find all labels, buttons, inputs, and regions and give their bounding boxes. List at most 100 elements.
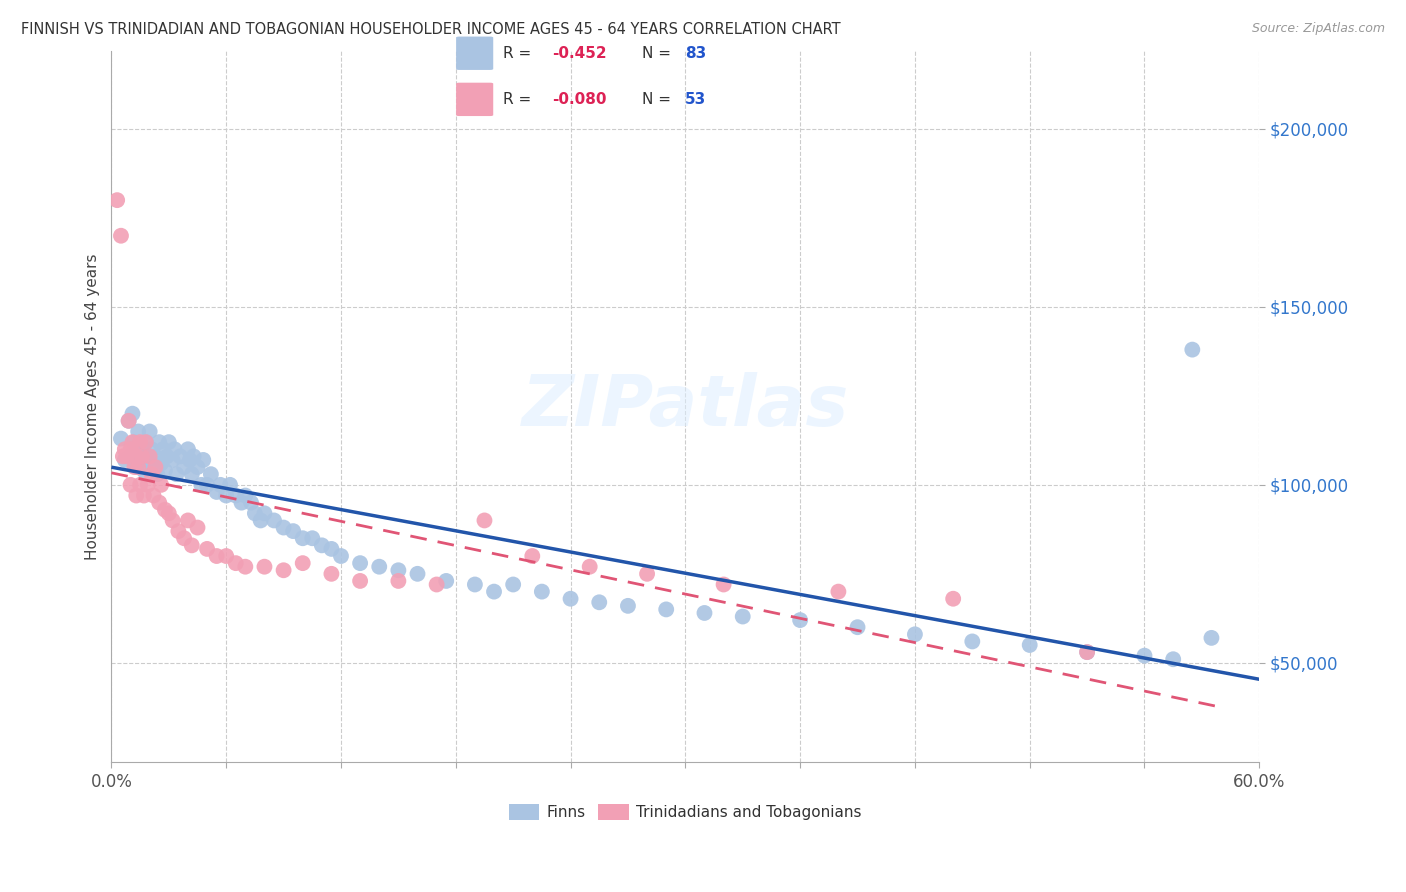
Point	[942, 591, 965, 606]
Point	[138, 450, 160, 464]
Point	[240, 496, 263, 510]
Point	[180, 467, 202, 482]
Point	[180, 538, 202, 552]
Point	[205, 485, 228, 500]
Point	[636, 566, 658, 581]
Point	[148, 435, 170, 450]
Point	[233, 559, 256, 574]
Point	[219, 478, 242, 492]
Point	[349, 556, 371, 570]
Point	[225, 556, 247, 570]
Point	[173, 531, 195, 545]
Legend: Finns, Trinidadians and Tobagonians: Finns, Trinidadians and Tobagonians	[502, 797, 868, 826]
Point	[117, 414, 139, 428]
Point	[162, 453, 184, 467]
Point	[141, 442, 163, 457]
Point	[713, 577, 735, 591]
Text: N =: N =	[641, 92, 671, 107]
Point	[655, 602, 678, 616]
Point	[588, 595, 610, 609]
Text: R =: R =	[502, 45, 530, 61]
Point	[693, 606, 716, 620]
Point	[253, 506, 276, 520]
Point	[321, 541, 343, 556]
Point	[1181, 343, 1204, 357]
Point	[145, 460, 167, 475]
Point	[125, 450, 148, 464]
Point	[114, 453, 136, 467]
Point	[120, 478, 142, 492]
Point	[127, 425, 149, 439]
Text: 83: 83	[685, 45, 706, 61]
Point	[131, 450, 153, 464]
Text: 53: 53	[685, 92, 706, 107]
Point	[349, 574, 371, 588]
Point	[177, 442, 200, 457]
Point	[177, 513, 200, 527]
Point	[179, 453, 201, 467]
Point	[301, 531, 323, 545]
Point	[115, 450, 138, 464]
Point	[406, 566, 429, 581]
Point	[243, 506, 266, 520]
Point	[142, 460, 165, 475]
Point	[846, 620, 869, 634]
Point	[273, 563, 295, 577]
Point	[124, 460, 146, 475]
Point	[190, 478, 212, 492]
Point	[153, 464, 176, 478]
Point	[474, 513, 496, 527]
Point	[291, 556, 314, 570]
Point	[253, 559, 276, 574]
Point	[167, 524, 190, 538]
Point	[560, 591, 582, 606]
Point	[166, 467, 188, 482]
Text: Source: ZipAtlas.com: Source: ZipAtlas.com	[1251, 22, 1385, 36]
Point	[129, 442, 152, 457]
FancyBboxPatch shape	[456, 83, 494, 116]
Point	[1018, 638, 1040, 652]
Point	[120, 450, 142, 464]
Point	[283, 524, 305, 538]
Point	[152, 442, 174, 457]
Point	[387, 563, 409, 577]
Point	[120, 442, 142, 457]
Point	[132, 464, 155, 478]
Point	[146, 467, 169, 482]
Point	[163, 442, 186, 457]
Point	[1161, 652, 1184, 666]
Point	[105, 193, 128, 207]
Point	[129, 435, 152, 450]
Y-axis label: Householder Income Ages 45 - 64 years: Householder Income Ages 45 - 64 years	[86, 253, 100, 560]
Point	[291, 531, 314, 545]
Point	[215, 489, 238, 503]
Point	[578, 559, 600, 574]
Point	[157, 435, 180, 450]
Point	[110, 432, 132, 446]
Point	[173, 460, 195, 475]
Point	[150, 457, 173, 471]
Point	[121, 407, 143, 421]
Point	[138, 425, 160, 439]
Point	[121, 435, 143, 450]
Point	[136, 478, 159, 492]
Point	[368, 559, 391, 574]
Point	[482, 584, 505, 599]
Point	[502, 577, 524, 591]
Point	[1133, 648, 1156, 663]
Point	[1076, 645, 1098, 659]
Point	[111, 450, 134, 464]
Point	[321, 566, 343, 581]
Point	[135, 435, 157, 450]
Point	[464, 577, 486, 591]
Point	[530, 584, 553, 599]
Point	[827, 584, 849, 599]
Point	[731, 609, 754, 624]
Point	[195, 478, 218, 492]
Point	[273, 520, 295, 534]
Point	[186, 460, 208, 475]
Point	[209, 478, 232, 492]
Point	[129, 478, 152, 492]
Point	[1201, 631, 1223, 645]
Text: -0.452: -0.452	[553, 45, 606, 61]
